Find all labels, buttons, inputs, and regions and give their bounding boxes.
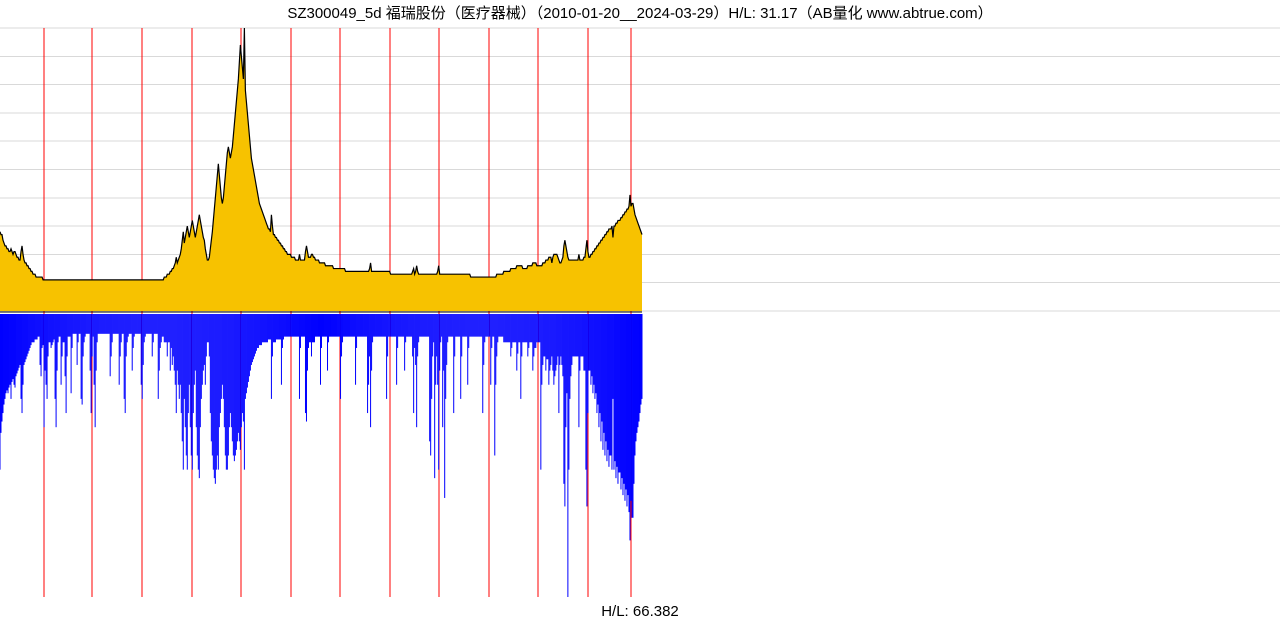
stock-chart: SZ300049_5d 福瑞股份（医疗器械）（2010-01-20__2024-… [0,0,1280,620]
chart-svg [0,0,1280,620]
chart-footer-label: H/L: 66.382 [0,603,1280,620]
